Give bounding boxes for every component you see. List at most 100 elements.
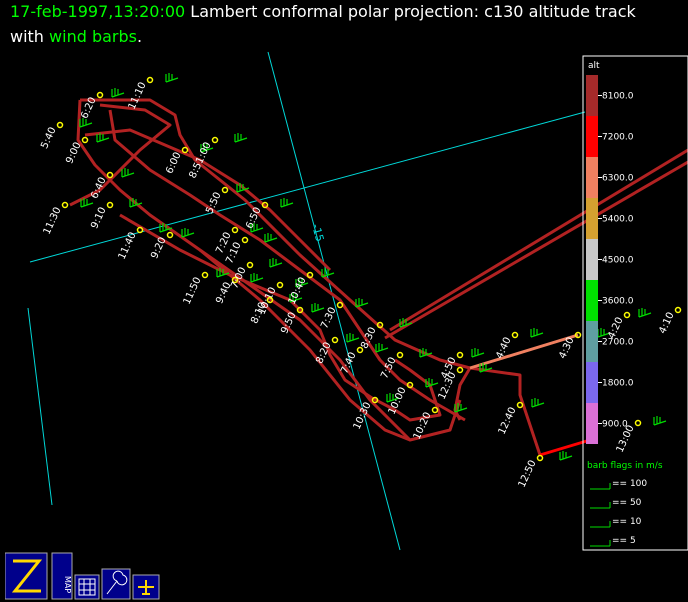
grid-line: [29, 111, 586, 263]
track-label: 6:50: [244, 206, 263, 231]
zeb-logo: [11, 559, 43, 593]
legend-barb: [590, 540, 611, 547]
track-point: [623, 311, 631, 319]
wind-barb: [79, 118, 93, 128]
wind-barb: [289, 293, 303, 303]
barb-legend-title: barb flags in m/s: [587, 461, 663, 471]
track-label: 12:50: [517, 459, 539, 490]
track-label: 8:51:00: [187, 141, 213, 181]
wind-barb: [111, 88, 125, 98]
colorbar-segment: [586, 198, 598, 239]
title-line1: 17-feb-1997,13:20:00 Lambert conformal p…: [10, 2, 636, 21]
track-point: [201, 271, 209, 279]
track-point: [336, 301, 344, 309]
colorbar-segment: [586, 157, 598, 198]
legend-entry: == 10: [612, 517, 642, 527]
track-label: 6:00: [164, 151, 183, 176]
wind-barb: [425, 378, 439, 388]
legend-entry: == 5: [612, 536, 636, 546]
track-label: 10:20: [412, 411, 434, 442]
track-label: 11:40: [117, 231, 139, 262]
wind-barb: [236, 183, 250, 193]
track-point: [511, 331, 519, 339]
track-point: [146, 76, 154, 84]
wind-barb: [386, 393, 400, 403]
colorbar-segment: [586, 321, 598, 362]
track-point: [276, 281, 284, 289]
track-label: 11:30: [42, 206, 64, 237]
track-point: [221, 186, 229, 194]
track-segment: [108, 109, 466, 422]
legend-barb: [590, 483, 611, 490]
track-point: [674, 306, 682, 314]
track-point: [261, 201, 269, 209]
track-label: 5:40: [39, 126, 58, 151]
colorbar-segment: [586, 280, 598, 321]
track-label: 9:10: [89, 206, 108, 231]
wind-barb: [321, 268, 335, 278]
colorbar-segment: [586, 239, 598, 280]
graticule: [27, 51, 586, 551]
track-point: [574, 331, 582, 339]
track-point: [356, 346, 364, 354]
colorbar-segment: [586, 403, 598, 444]
track-point: [431, 406, 439, 414]
wind-barb: [250, 273, 264, 283]
legend-entry: == 50: [612, 498, 642, 508]
track-point: [371, 396, 379, 404]
track-point: [331, 336, 339, 344]
track-point: [56, 121, 64, 129]
track-point: [266, 296, 274, 304]
barb-legend: == 100 == 50 == 10 == 5: [590, 479, 647, 547]
track-point: [456, 351, 464, 359]
toolbar-icons: MAP: [5, 552, 160, 600]
grid-line: [27, 307, 53, 506]
toolbar: MAP: [5, 551, 165, 601]
track-segment: [469, 366, 542, 456]
wind-barbs: [79, 73, 667, 461]
colorbar-tick-label: 4500.0: [602, 256, 634, 266]
wind-barb: [530, 328, 544, 338]
track-point: [81, 136, 89, 144]
track-label: 10:40: [287, 276, 309, 307]
track-point: [246, 261, 254, 269]
wind-barb: [375, 343, 389, 353]
wind-barb: [311, 303, 325, 313]
colorbar-tick-label: 5400.0: [602, 215, 634, 225]
track-label: 7:40: [339, 351, 358, 376]
track-point: [136, 226, 144, 234]
wind-barb: [346, 333, 360, 343]
track-point: [166, 231, 174, 239]
track-point: [231, 276, 239, 284]
colorbar-tick-label: 6300.0: [602, 174, 634, 184]
track-segment: [199, 248, 411, 442]
legend-entry: == 100: [612, 479, 647, 489]
map-icon[interactable]: [51, 552, 73, 600]
track-point: [231, 226, 239, 234]
wind-barb: [653, 416, 667, 426]
track-point: [536, 454, 544, 462]
wind-barb: [181, 228, 195, 238]
track-point: [296, 306, 304, 314]
track-point: [406, 381, 414, 389]
legend-barb: [590, 521, 611, 528]
wind-barb: [355, 298, 369, 308]
colorbar-label: alt: [588, 61, 600, 71]
track-segment: [384, 148, 688, 340]
colorbar-tick-label: 900.0: [602, 420, 628, 430]
track-point: [241, 236, 249, 244]
plane-glyph: [138, 580, 154, 595]
colorbar-tick-label: 8100.0: [602, 92, 634, 102]
track-label: 7:30: [319, 306, 338, 331]
track-label: 9:00: [64, 141, 83, 166]
track-label: 9:20: [149, 236, 168, 261]
title-time: 17-feb-1997,13:20:00: [10, 2, 185, 21]
wind-barb: [419, 348, 433, 358]
track-point: [106, 201, 114, 209]
colorbar-tick-label: 2700.0: [602, 338, 634, 348]
track-point: [211, 136, 219, 144]
colorbar-tick-label: 3600.0: [602, 297, 634, 307]
track-point: [516, 401, 524, 409]
